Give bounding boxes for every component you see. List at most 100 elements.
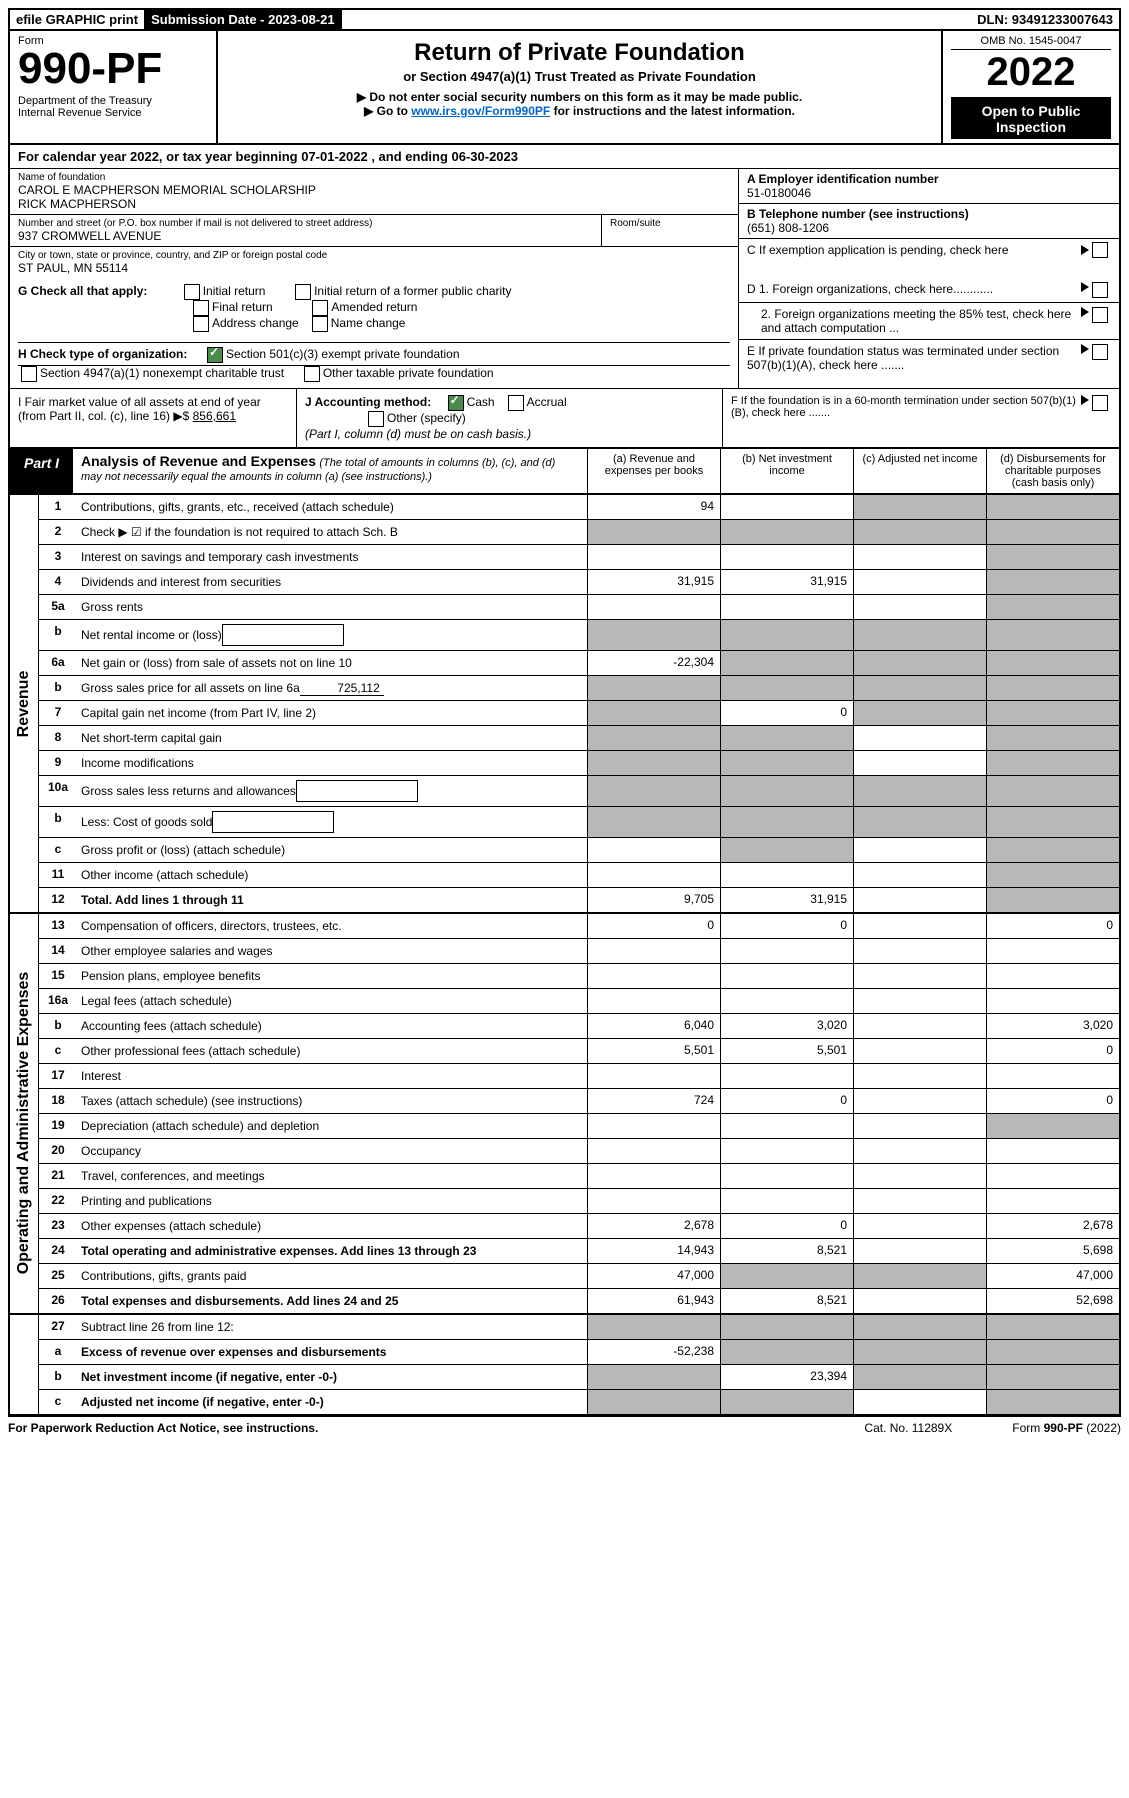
cell-value <box>720 520 853 544</box>
cell-value <box>853 1039 986 1063</box>
row-number: 24 <box>39 1239 77 1263</box>
row-description: Contributions, gifts, grants, etc., rece… <box>77 495 587 519</box>
j-accrual: Accrual <box>527 395 567 409</box>
row-number: 21 <box>39 1164 77 1188</box>
g-address-checkbox[interactable] <box>193 316 209 332</box>
row-description: Taxes (attach schedule) (see instruction… <box>77 1089 587 1113</box>
cell-value <box>720 939 853 963</box>
cell-value <box>986 1114 1119 1138</box>
cell-value <box>853 676 986 700</box>
e-checkbox[interactable] <box>1092 344 1108 360</box>
row-number: b <box>39 807 77 837</box>
c-checkbox[interactable] <box>1092 242 1108 258</box>
row-description: Gross sales less returns and allowances <box>77 776 587 806</box>
row-number: 14 <box>39 939 77 963</box>
g-amended-checkbox[interactable] <box>312 300 328 316</box>
cell-value <box>986 964 1119 988</box>
h-opt2: Section 4947(a)(1) nonexempt charitable … <box>40 366 284 380</box>
table-row: 24Total operating and administrative exp… <box>39 1239 1119 1264</box>
top-bar: efile GRAPHIC print Submission Date - 20… <box>8 8 1121 31</box>
cell-value: 52,698 <box>986 1289 1119 1313</box>
row-number: 6a <box>39 651 77 675</box>
submission-date: Submission Date - 2023-08-21 <box>145 10 342 29</box>
table-row: 15Pension plans, employee benefits <box>39 964 1119 989</box>
d1-checkbox[interactable] <box>1092 282 1108 298</box>
cell-value <box>853 545 986 569</box>
table-row: 20Occupancy <box>39 1139 1119 1164</box>
irs-label: Internal Revenue Service <box>18 107 208 119</box>
g-name-checkbox[interactable] <box>312 316 328 332</box>
revenue-side-label: Revenue <box>10 495 39 912</box>
table-row: 2Check ▶ ☑ if the foundation is not requ… <box>39 520 1119 545</box>
cell-value <box>587 1315 720 1339</box>
cell-value <box>986 726 1119 750</box>
cell-value <box>986 1340 1119 1364</box>
part1-tab: Part I <box>10 449 73 493</box>
form-link[interactable]: www.irs.gov/Form990PF <box>411 104 550 118</box>
cell-value <box>587 807 720 837</box>
cell-value: -22,304 <box>587 651 720 675</box>
row-number: c <box>39 838 77 862</box>
row-number: 4 <box>39 570 77 594</box>
d2-checkbox[interactable] <box>1092 307 1108 323</box>
form-title: Return of Private Foundation <box>226 39 933 67</box>
g-initial-checkbox[interactable] <box>184 284 200 300</box>
cell-value <box>853 964 986 988</box>
cell-value <box>587 620 720 650</box>
j-accrual-checkbox[interactable] <box>508 395 524 411</box>
h-501c3-checkbox[interactable] <box>207 347 223 363</box>
cell-value: 31,915 <box>587 570 720 594</box>
cell-value <box>587 595 720 619</box>
row-description: Less: Cost of goods sold <box>77 807 587 837</box>
j-note: (Part I, column (d) must be on cash basi… <box>305 427 531 441</box>
g-final-checkbox[interactable] <box>193 300 209 316</box>
cell-value <box>986 751 1119 775</box>
row-number: b <box>39 1014 77 1038</box>
omb-label: OMB No. 1545-0047 <box>951 35 1111 50</box>
table-row: 23Other expenses (attach schedule)2,6780… <box>39 1214 1119 1239</box>
cell-value: -52,238 <box>587 1340 720 1364</box>
arrow-icon <box>1081 245 1089 255</box>
cell-value <box>853 570 986 594</box>
arrow-icon <box>1081 307 1089 317</box>
efile-label[interactable]: efile GRAPHIC print <box>10 10 145 29</box>
f-checkbox[interactable] <box>1092 395 1108 411</box>
h-other-checkbox[interactable] <box>304 366 320 382</box>
cell-value <box>587 863 720 887</box>
final-table: 27Subtract line 26 from line 12:aExcess … <box>8 1315 1121 1417</box>
cell-value: 2,678 <box>986 1214 1119 1238</box>
row-number: 22 <box>39 1189 77 1213</box>
cell-value <box>986 1189 1119 1213</box>
row-description: Depreciation (attach schedule) and deple… <box>77 1114 587 1138</box>
h-4947-checkbox[interactable] <box>21 366 37 382</box>
j-other-checkbox[interactable] <box>368 411 384 427</box>
table-row: 9Income modifications <box>39 751 1119 776</box>
city-state-zip: ST PAUL, MN 55114 <box>18 261 730 275</box>
row-number: 12 <box>39 888 77 912</box>
cell-value <box>986 1139 1119 1163</box>
cell-value <box>720 1064 853 1088</box>
table-row: 16aLegal fees (attach schedule) <box>39 989 1119 1014</box>
row-description: Subtract line 26 from line 12: <box>77 1315 587 1339</box>
row-description: Income modifications <box>77 751 587 775</box>
cell-value: 3,020 <box>720 1014 853 1038</box>
cell-value <box>587 1164 720 1188</box>
phone-value: (651) 808-1206 <box>747 221 1111 235</box>
cell-value: 0 <box>720 1214 853 1238</box>
expenses-table: Operating and Administrative Expenses 13… <box>8 914 1121 1315</box>
g-initial-public-checkbox[interactable] <box>295 284 311 300</box>
table-row: 3Interest on savings and temporary cash … <box>39 545 1119 570</box>
cell-value: 47,000 <box>587 1264 720 1288</box>
row-number: 15 <box>39 964 77 988</box>
table-row: bAccounting fees (attach schedule)6,0403… <box>39 1014 1119 1039</box>
cell-value <box>587 701 720 725</box>
col-a-header: (a) Revenue and expenses per books <box>587 449 720 493</box>
footer-mid: Cat. No. 11289X <box>864 1421 952 1435</box>
j-cash-checkbox[interactable] <box>448 395 464 411</box>
f-label: F If the foundation is in a 60-month ter… <box>731 395 1081 441</box>
part1-header: Part I Analysis of Revenue and Expenses … <box>8 449 1121 495</box>
row-description: Total operating and administrative expen… <box>77 1239 587 1263</box>
row-number: 2 <box>39 520 77 544</box>
cell-value <box>986 863 1119 887</box>
form-number: 990-PF <box>18 47 208 91</box>
